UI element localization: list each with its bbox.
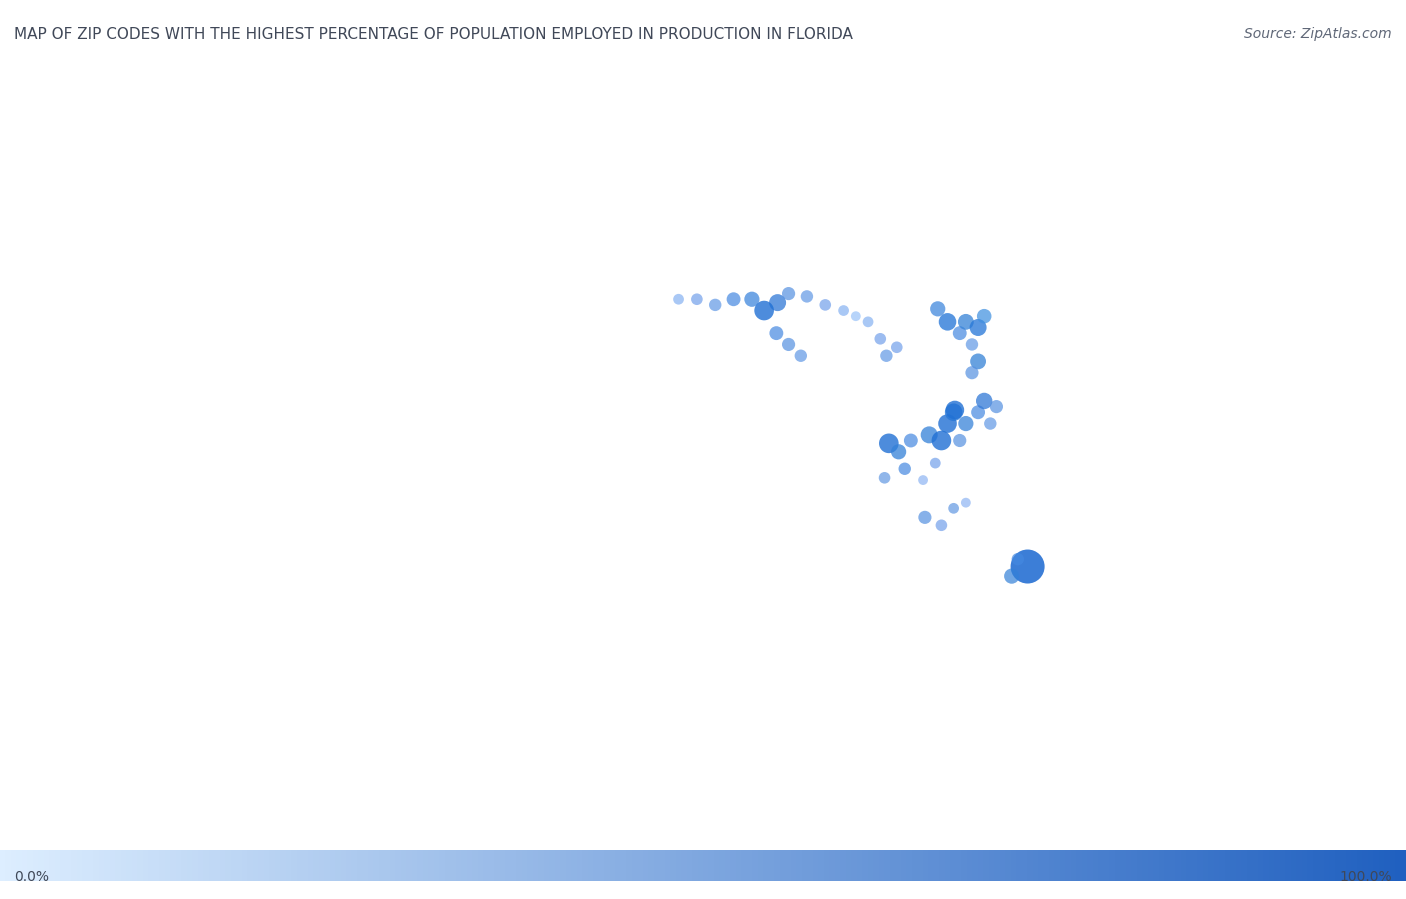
Point <box>967 320 990 334</box>
Point <box>1007 552 1029 566</box>
Point <box>704 298 727 312</box>
Point <box>814 298 837 312</box>
Point <box>796 289 818 304</box>
Point <box>790 349 813 363</box>
Text: MAP OF ZIP CODES WITH THE HIGHEST PERCENTAGE OF POPULATION EMPLOYED IN PRODUCTIO: MAP OF ZIP CODES WITH THE HIGHEST PERCEN… <box>14 27 853 42</box>
Point <box>927 302 949 316</box>
Point <box>924 456 946 470</box>
Point <box>886 340 908 354</box>
Point <box>955 495 977 510</box>
Point <box>752 303 775 317</box>
Point <box>955 315 977 329</box>
Point <box>936 416 959 431</box>
Point <box>986 399 1008 414</box>
Point <box>973 394 995 408</box>
Text: 100.0%: 100.0% <box>1340 869 1392 884</box>
Point <box>918 428 941 442</box>
Point <box>887 445 910 459</box>
Point <box>942 501 965 515</box>
Point <box>668 292 690 307</box>
Point <box>875 349 897 363</box>
Point <box>893 461 915 476</box>
Point <box>845 309 868 324</box>
Point <box>960 337 983 352</box>
Point <box>914 510 936 524</box>
Text: Source: ZipAtlas.com: Source: ZipAtlas.com <box>1244 27 1392 41</box>
Point <box>856 315 879 329</box>
Point <box>967 354 990 369</box>
Point <box>765 326 787 341</box>
Point <box>778 337 800 352</box>
Point <box>936 315 959 329</box>
Point <box>778 287 800 301</box>
Point <box>967 405 990 420</box>
Point <box>973 309 995 324</box>
Point <box>949 433 972 448</box>
Point <box>960 366 983 380</box>
Point <box>949 326 972 341</box>
Point <box>741 292 763 307</box>
Point <box>877 436 900 450</box>
Point <box>1001 569 1024 583</box>
Point <box>869 332 891 346</box>
Point <box>723 292 745 307</box>
Point <box>766 296 789 310</box>
Point <box>942 405 965 420</box>
Text: 0.0%: 0.0% <box>14 869 49 884</box>
Point <box>1017 559 1039 574</box>
Point <box>832 303 855 317</box>
Point <box>955 416 977 431</box>
Point <box>686 292 709 307</box>
Point <box>943 403 966 417</box>
Point <box>931 433 953 448</box>
Point <box>912 473 935 487</box>
Point <box>979 416 1001 431</box>
Point <box>873 470 896 485</box>
Point <box>931 518 953 532</box>
Point <box>900 433 922 448</box>
